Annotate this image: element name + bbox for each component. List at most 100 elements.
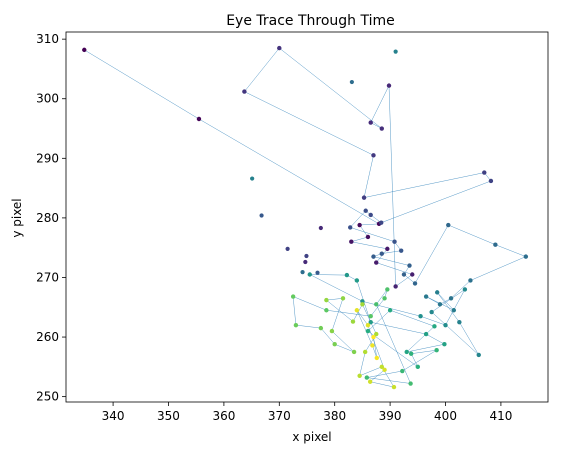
trace-point xyxy=(329,328,335,334)
trace-point xyxy=(408,381,413,386)
trace-point xyxy=(357,373,362,378)
trace-point xyxy=(468,278,473,283)
axes: 340 350 360 370 380 390 400 410 250 260 270 280 290 3… xyxy=(36,31,549,423)
trace-point xyxy=(371,334,376,340)
trace-point xyxy=(407,263,412,268)
trace-point xyxy=(434,347,439,353)
trace-point xyxy=(350,319,356,324)
trace-point xyxy=(365,322,371,328)
trace-point xyxy=(324,297,329,303)
trace-point xyxy=(371,153,376,158)
trace-point xyxy=(382,367,387,373)
x-tick-label: 340 xyxy=(102,409,125,423)
outlier-point xyxy=(318,225,323,231)
y-tick-label: 250 xyxy=(36,390,59,404)
trace-point xyxy=(332,342,337,347)
outlier-point xyxy=(285,246,290,251)
trace-point xyxy=(379,220,384,225)
trace-point xyxy=(379,126,384,131)
trace-point xyxy=(400,368,405,374)
x-axis-label: x pixel xyxy=(292,430,331,444)
trace-point xyxy=(476,352,481,358)
trace-point xyxy=(349,239,354,244)
outlier-point xyxy=(259,213,264,218)
trace-point xyxy=(374,331,379,337)
x-tick-label: 370 xyxy=(268,409,291,423)
x-tick-label: 350 xyxy=(157,409,180,423)
trace-point xyxy=(290,294,296,299)
trace-point xyxy=(242,89,247,94)
trace-point xyxy=(451,308,457,313)
outlier-point xyxy=(349,79,354,85)
trace-line xyxy=(84,47,527,388)
trace-point xyxy=(196,116,202,122)
x-tick-label: 360 xyxy=(212,409,235,423)
trace-point xyxy=(437,302,443,307)
trace-point xyxy=(368,212,373,218)
trace-point xyxy=(387,308,393,313)
trace-point xyxy=(368,120,373,125)
trace-point xyxy=(432,324,437,329)
trace-point xyxy=(374,302,379,307)
trace-point xyxy=(277,45,282,51)
trace-point xyxy=(354,308,360,313)
trace-point xyxy=(368,319,373,325)
trace-point xyxy=(374,355,380,361)
trace-point xyxy=(367,379,373,384)
x-tick-label: 380 xyxy=(323,409,346,423)
y-axis-label: y pixel xyxy=(10,198,24,237)
trace-point xyxy=(448,296,454,301)
trace-point xyxy=(385,246,390,252)
trace-point xyxy=(423,331,429,337)
x-tick-label: 390 xyxy=(379,409,402,423)
trace-point xyxy=(398,248,404,253)
trace-point xyxy=(360,302,365,307)
trace-point xyxy=(404,349,409,355)
trace-point xyxy=(488,178,494,184)
trace-point xyxy=(443,322,448,328)
trace-point xyxy=(446,222,451,228)
outlier-point xyxy=(300,270,305,275)
trace-point xyxy=(423,294,429,299)
y-tick-label: 270 xyxy=(36,270,59,284)
trace-point xyxy=(374,260,379,265)
trace-point xyxy=(523,254,529,259)
trace-point xyxy=(361,195,367,200)
trace-point xyxy=(363,208,368,213)
trace-point xyxy=(415,364,421,370)
trace-point xyxy=(364,375,370,380)
trace-point xyxy=(368,314,373,319)
x-tick-label: 400 xyxy=(434,409,457,423)
trace-point xyxy=(370,343,375,348)
trace-point xyxy=(382,296,387,301)
trace-point xyxy=(493,242,498,247)
trace-point xyxy=(434,290,440,295)
trace-point xyxy=(307,272,312,277)
outlier-point xyxy=(250,176,255,181)
trace-point xyxy=(371,254,376,259)
trace-point xyxy=(379,251,384,256)
trace-point xyxy=(362,349,368,355)
y-tick-label: 300 xyxy=(36,92,59,106)
y-tick-label: 260 xyxy=(36,330,59,344)
data-points xyxy=(82,45,529,390)
trace-point xyxy=(408,351,414,356)
outlier-point xyxy=(315,270,320,275)
trace-point xyxy=(348,225,353,230)
outlier-point xyxy=(304,253,309,259)
trace-point xyxy=(385,287,390,292)
x-tick-label: 410 xyxy=(489,409,512,423)
trace-point xyxy=(379,364,384,370)
plot-frame xyxy=(65,31,549,403)
trace-point xyxy=(365,234,371,240)
trace-point xyxy=(340,296,346,301)
trace-point xyxy=(324,308,329,313)
trace-point xyxy=(462,287,468,292)
trace-point xyxy=(412,281,418,286)
trace-point xyxy=(365,328,371,334)
outlier-point xyxy=(393,49,398,54)
trace-point xyxy=(318,325,324,331)
outlier-point xyxy=(303,259,308,265)
trace-point xyxy=(410,272,415,277)
